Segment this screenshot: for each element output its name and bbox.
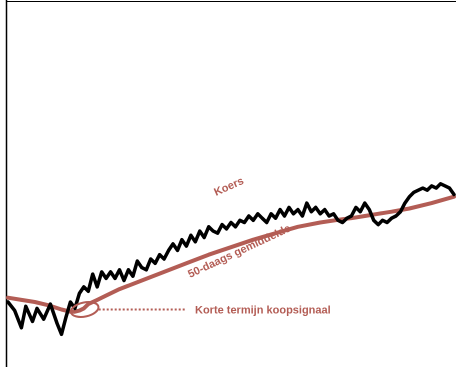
label-50-daags-gemiddelde: 50-daags gemiddelde — [186, 223, 292, 281]
series-line-koers — [6, 182, 456, 337]
label-koers: Koers — [212, 175, 245, 199]
label-koopsignaal: Korte termijn koopsignaal — [195, 305, 331, 317]
signal-marker — [69, 301, 100, 318]
